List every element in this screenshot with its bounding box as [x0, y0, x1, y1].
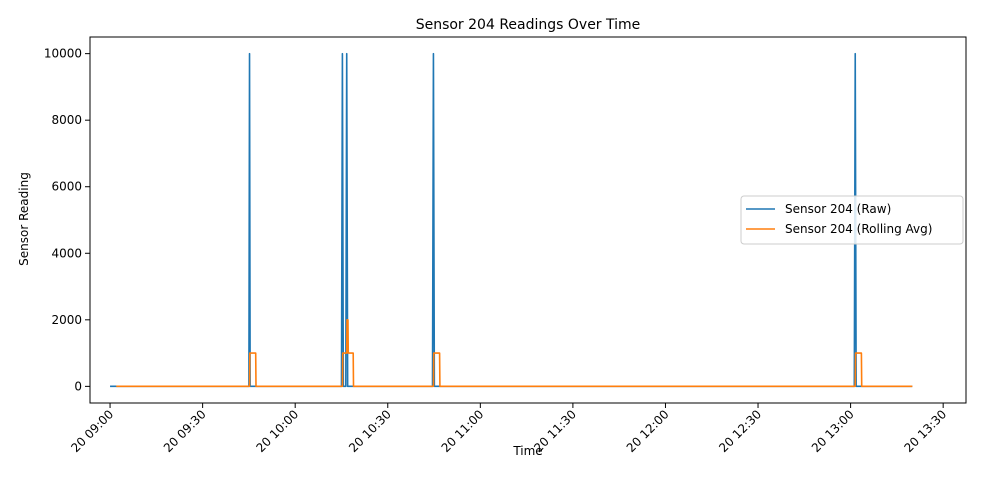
x-tick-label: 20 11:30: [531, 407, 579, 455]
legend: Sensor 204 (Raw) Sensor 204 (Rolling Avg…: [740, 195, 964, 245]
x-axis-label: Time: [512, 444, 542, 458]
y-tick-label: 0: [74, 379, 82, 393]
y-tick-label: 2000: [51, 313, 82, 327]
legend-label-rolling-avg: Sensor 204 (Rolling Avg): [785, 222, 932, 236]
x-tick-label: 20 12:30: [716, 407, 764, 455]
plot-frame: [89, 36, 967, 404]
y-axis-ticks: 0 2000 4000 6000 8000 10000: [44, 47, 90, 393]
x-tick-label: 20 10:00: [253, 407, 301, 455]
x-axis-ticks: 20 09:00 20 09:30 20 10:00 20 10:30 20 11:00…: [68, 403, 949, 455]
y-tick-label: 8000: [51, 113, 82, 127]
series-layer: [110, 52, 913, 388]
y-tick-label: 6000: [51, 180, 82, 194]
y-tick-label: 10000: [44, 47, 82, 61]
legend-box: [740, 195, 964, 245]
chart-title: Sensor 204 Readings Over Time: [416, 17, 641, 33]
series-line-1: [116, 319, 913, 388]
series-line-0: [110, 52, 913, 388]
x-tick-label: 20 10:30: [346, 407, 394, 455]
x-tick-label: 20 13:00: [809, 407, 857, 455]
legend-label-raw: Sensor 204 (Raw): [785, 202, 891, 216]
x-tick-label: 20 09:00: [68, 407, 116, 455]
x-tick-label: 20 11:00: [439, 407, 487, 455]
y-axis-label: Sensor Reading: [17, 172, 31, 266]
y-tick-label: 4000: [51, 246, 82, 260]
x-tick-label: 20 09:30: [161, 407, 209, 455]
x-tick-label: 20 12:00: [624, 407, 672, 455]
x-tick-label: 20 13:30: [901, 407, 949, 455]
